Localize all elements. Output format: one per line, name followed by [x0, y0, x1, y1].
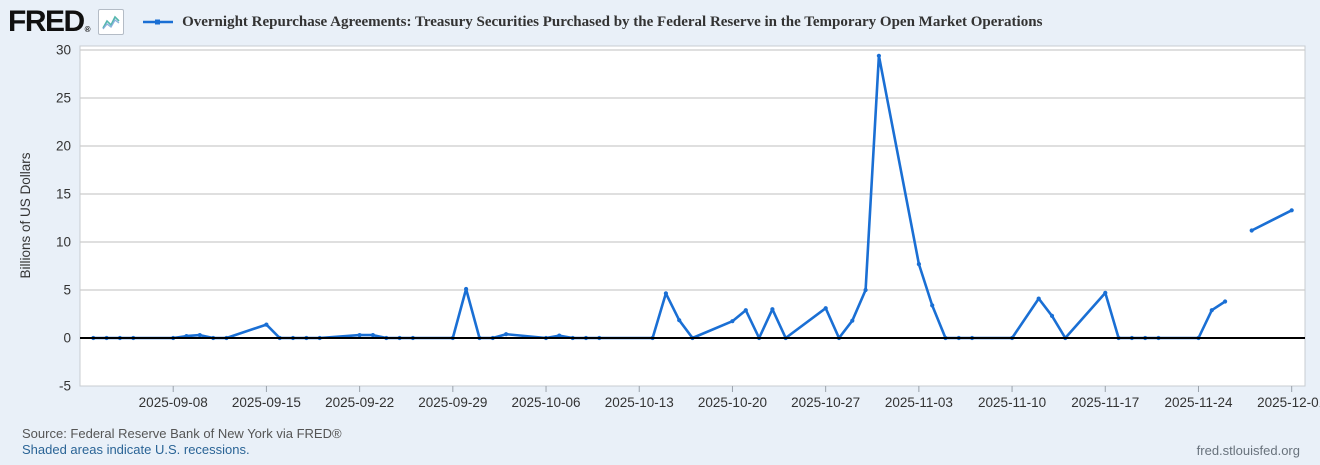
data-point — [1036, 296, 1041, 301]
plot-area — [79, 45, 1306, 387]
sparkline-chart-icon — [98, 9, 125, 35]
svg-text:5: 5 — [63, 283, 71, 298]
data-point — [464, 286, 469, 292]
svg-text:2025-11-10: 2025-11-10 — [978, 395, 1046, 410]
gridlines — [80, 49, 1305, 339]
data-point — [357, 333, 362, 338]
series-legend-marker — [143, 17, 174, 27]
fred-logo-text: FRED — [8, 5, 85, 38]
data-point — [504, 332, 509, 337]
data-point — [663, 291, 669, 296]
data-point — [677, 318, 682, 323]
data-point — [1103, 290, 1108, 295]
svg-text:2025-09-08: 2025-09-08 — [139, 395, 208, 410]
source-text: Source: Federal Reserve Bank of New York… — [22, 426, 342, 441]
svg-text:2025-11-03: 2025-11-03 — [885, 395, 953, 410]
data-point — [850, 318, 855, 323]
svg-text:2025-10-13: 2025-10-13 — [605, 395, 674, 410]
svg-text:2025-10-20: 2025-10-20 — [698, 395, 767, 410]
svg-text:25: 25 — [56, 91, 71, 106]
svg-text:2025-10-27: 2025-10-27 — [791, 395, 860, 410]
data-point — [743, 308, 748, 313]
x-axis: 2025-09-08 2025-09-15 2025-09-22 2025-09-29… — [139, 386, 1320, 410]
data-series — [80, 53, 1305, 341]
data-point — [557, 333, 562, 338]
svg-text:2025-11-24: 2025-11-24 — [1164, 395, 1233, 410]
svg-text:2025-09-22: 2025-09-22 — [325, 395, 394, 410]
data-point — [1049, 313, 1055, 318]
data-point — [730, 319, 735, 324]
y-axis-title: Billions of US Dollars — [18, 152, 33, 279]
data-point — [1249, 228, 1254, 233]
data-point — [823, 306, 828, 311]
svg-text:0: 0 — [63, 331, 71, 346]
data-point — [916, 262, 922, 267]
svg-text:2025-11-17: 2025-11-17 — [1071, 395, 1139, 410]
svg-text:-5: -5 — [59, 379, 71, 394]
svg-text:30: 30 — [56, 43, 71, 58]
chart-footer: Source: Federal Reserve Bank of New York… — [22, 426, 1300, 458]
svg-text:20: 20 — [56, 139, 71, 154]
data-point — [197, 333, 202, 338]
data-point — [876, 53, 882, 58]
chart-header: FRED ® Overnight Repurchase Agreements: T… — [8, 6, 1042, 38]
data-point — [1289, 208, 1294, 213]
data-point — [1223, 299, 1228, 304]
registered-mark-icon: ® — [84, 25, 91, 34]
data-point — [863, 287, 868, 293]
fred-logo[interactable]: FRED ® — [8, 5, 91, 38]
svg-text:2025-10-06: 2025-10-06 — [512, 395, 581, 410]
data-point — [1209, 308, 1214, 313]
svg-text:2025-12-01: 2025-12-01 — [1257, 395, 1320, 410]
y-tick-labels: 30 25 20 15 10 5 0 -5 — [56, 43, 71, 394]
data-point — [770, 307, 775, 312]
recessions-link[interactable]: Shaded areas indicate U.S. recessions. — [22, 442, 250, 457]
svg-text:10: 10 — [56, 235, 71, 250]
data-point — [264, 322, 269, 327]
site-url: fred.stlouisfed.org — [1196, 443, 1300, 458]
svg-text:15: 15 — [56, 187, 71, 202]
data-point — [930, 303, 935, 308]
svg-text:2025-09-29: 2025-09-29 — [418, 395, 487, 410]
chart-title: Overnight Repurchase Agreements: Treasur… — [182, 13, 1043, 30]
data-point — [370, 333, 375, 338]
svg-text:2025-09-15: 2025-09-15 — [232, 395, 301, 410]
